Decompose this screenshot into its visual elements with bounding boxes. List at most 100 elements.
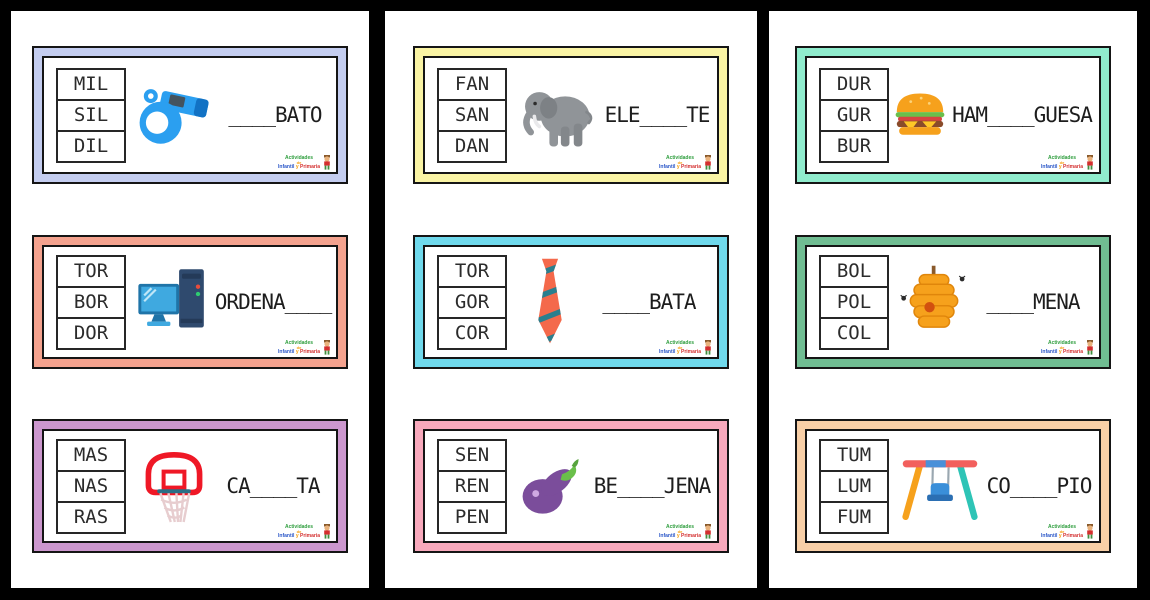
elephant-icon: [515, 79, 601, 151]
syllable-column: MAS NAS RAS: [56, 438, 126, 534]
syllable-option[interactable]: FAN: [437, 67, 507, 101]
syllable-option[interactable]: PEN: [437, 500, 507, 534]
card-berenjena: SEN REN PEN BE____JENA Actividades de: [413, 419, 729, 553]
syllable-option[interactable]: SIL: [56, 98, 126, 132]
watermark-line2: Infantil y Primaria: [278, 164, 320, 170]
mascot-icon: [1087, 155, 1093, 170]
syllable-option[interactable]: POL: [819, 285, 889, 319]
syllable-column: SEN REN PEN: [437, 438, 507, 534]
beehive-icon: [897, 264, 971, 340]
swing-icon: [897, 450, 983, 522]
word-with-blank: CA____TA: [226, 474, 320, 498]
watermark-line2: Infantil y Primaria: [1041, 349, 1083, 355]
card-columpio: TUM LUM FUM CO____PIO Act: [795, 419, 1111, 553]
eggplant-icon: [515, 452, 591, 520]
watermark-text: Actividades de Infantil y Primaria: [1041, 156, 1083, 170]
syllable-option[interactable]: MIL: [56, 67, 126, 101]
publisher-watermark: Actividades de Infantil y Primaria: [1041, 524, 1095, 539]
syllable-option[interactable]: FUM: [819, 500, 889, 534]
watermark-line1: Actividades: [1047, 155, 1077, 161]
card-content: TOR GOR COR: [423, 245, 719, 359]
watermark-de: de: [1059, 345, 1065, 350]
syllable-option[interactable]: DOR: [56, 316, 126, 350]
syllable-option[interactable]: COR: [437, 316, 507, 350]
hamburger-icon: [891, 87, 949, 143]
word-with-blank: ____BATA: [602, 290, 696, 314]
worksheet-page-1: MIL SIL DIL ____BATO: [11, 11, 369, 588]
card-content: FAN SAN DAN ELE____TE: [423, 56, 719, 174]
card-content: TOR BOR DOR ORDENA____: [42, 245, 338, 359]
syllable-option[interactable]: RAS: [56, 500, 126, 534]
syllable-option[interactable]: GOR: [437, 285, 507, 319]
mascot-icon: [1087, 340, 1093, 355]
necktie-icon: [515, 257, 585, 347]
watermark-de: de: [677, 529, 683, 534]
syllable-option[interactable]: DIL: [56, 129, 126, 163]
watermark-de: de: [296, 345, 302, 350]
watermark-line1: Actividades: [1047, 524, 1077, 530]
publisher-watermark: Actividades de Infantil y Primaria: [659, 340, 713, 355]
watermark-line1: Actividades: [284, 524, 314, 530]
syllable-option[interactable]: BOR: [56, 285, 126, 319]
syllable-option[interactable]: COL: [819, 316, 889, 350]
syllable-option[interactable]: MAS: [56, 438, 126, 472]
syllable-option[interactable]: DAN: [437, 129, 507, 163]
worksheet-page-3: DUR GUR BUR HAM____GUESA: [769, 11, 1137, 588]
watermark-line2: Infantil y Primaria: [278, 349, 320, 355]
watermark-line1: Actividades: [284, 340, 314, 346]
mascot-icon: [1087, 524, 1093, 539]
word-with-blank: ____MENA: [986, 290, 1080, 314]
mascot-icon: [705, 155, 711, 170]
watermark-de: de: [677, 345, 683, 350]
syllable-option[interactable]: REN: [437, 469, 507, 503]
syllable-option[interactable]: BUR: [819, 129, 889, 163]
card-content: SEN REN PEN BE____JENA Actividades de: [423, 429, 719, 543]
card-colmena: BOL POL COL: [795, 235, 1111, 369]
syllable-option[interactable]: SEN: [437, 438, 507, 472]
watermark-de: de: [1059, 529, 1065, 534]
syllable-option[interactable]: SAN: [437, 98, 507, 132]
syllable-option[interactable]: DUR: [819, 67, 889, 101]
syllable-column: TUM LUM FUM: [819, 438, 889, 534]
card-elefante: FAN SAN DAN ELE____TE: [413, 46, 729, 184]
syllable-option[interactable]: TUM: [819, 438, 889, 472]
syllable-option[interactable]: BOL: [819, 254, 889, 288]
watermark-text: Actividades de Infantil y Primaria: [1041, 525, 1083, 539]
watermark-line2: Infantil y Primaria: [659, 164, 701, 170]
watermark-de: de: [296, 160, 302, 165]
word-with-blank: BE____JENA: [593, 474, 711, 498]
watermark-text: Actividades de Infantil y Primaria: [659, 156, 701, 170]
publisher-watermark: Actividades de Infantil y Primaria: [1041, 340, 1095, 355]
watermark-text: Actividades de Infantil y Primaria: [659, 341, 701, 355]
word-with-blank: ORDENA____: [214, 290, 332, 314]
card-hamburguesa: DUR GUR BUR HAM____GUESA: [795, 46, 1111, 184]
syllable-option[interactable]: LUM: [819, 469, 889, 503]
watermark-line2: Infantil y Primaria: [659, 533, 701, 539]
mascot-icon: [324, 524, 330, 539]
watermark-text: Actividades de Infantil y Primaria: [1041, 341, 1083, 355]
syllable-column: FAN SAN DAN: [437, 67, 507, 163]
watermark-de: de: [1059, 160, 1065, 165]
word-with-blank: ELE____TE: [604, 103, 711, 127]
worksheet-page-2: FAN SAN DAN ELE____TE: [385, 11, 757, 588]
watermark-line1: Actividades: [665, 340, 695, 346]
watermark-line1: Actividades: [665, 155, 695, 161]
publisher-watermark: Actividades de Infantil y Primaria: [659, 155, 713, 170]
watermark-line2: Infantil y Primaria: [659, 349, 701, 355]
watermark-line2: Infantil y Primaria: [1041, 164, 1083, 170]
publisher-watermark: Actividades de Infantil y Primaria: [278, 524, 332, 539]
watermark-line1: Actividades: [1047, 340, 1077, 346]
card-content: MAS NAS RAS CA____TA Actividades: [42, 429, 338, 543]
word-with-blank: CO____PIO: [986, 474, 1093, 498]
syllable-column: DUR GUR BUR: [819, 67, 889, 163]
syllable-option[interactable]: TOR: [437, 254, 507, 288]
publisher-watermark: Actividades de Infantil y Primaria: [1041, 155, 1095, 170]
mascot-icon: [705, 340, 711, 355]
whistle-icon: [134, 79, 218, 151]
syllable-option[interactable]: NAS: [56, 469, 126, 503]
syllable-option[interactable]: GUR: [819, 98, 889, 132]
card-content: DUR GUR BUR HAM____GUESA: [805, 56, 1101, 174]
word-with-blank: HAM____GUESA: [952, 103, 1093, 127]
syllable-option[interactable]: TOR: [56, 254, 126, 288]
syllable-column: MIL SIL DIL: [56, 67, 126, 163]
